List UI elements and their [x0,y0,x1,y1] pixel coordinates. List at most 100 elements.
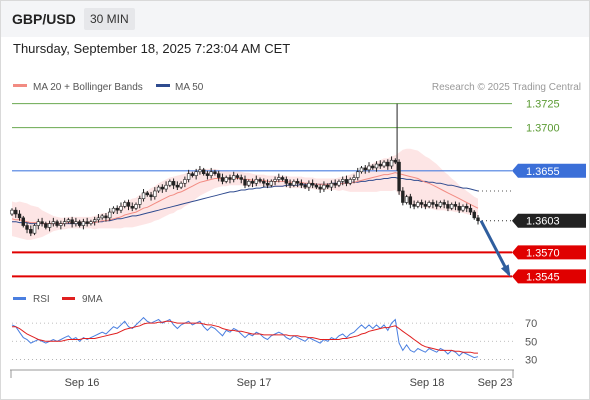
x-tick-label: Sep 16 [65,377,100,389]
candle [190,171,195,178]
candle-body [348,179,352,184]
candle [224,175,228,184]
candle [81,218,86,230]
candle [243,175,247,189]
candle-body [228,177,232,180]
candle-body [299,182,304,186]
candle [472,210,476,220]
timeframe-button[interactable]: 30 MIN [84,8,135,30]
candle [348,177,352,186]
candle-body [344,179,349,184]
candle-body [21,217,25,226]
candle-body [190,173,195,176]
candle [32,223,37,236]
candle-body [412,204,416,207]
forecast-arrow [479,220,511,278]
x-tick-label: Sep 23 [478,377,513,389]
candle-body [194,171,198,176]
candle [74,217,78,227]
candle [258,177,262,184]
candle [194,168,198,180]
candle [404,194,409,205]
candle [149,191,153,201]
candle [431,199,435,209]
candle [130,202,134,212]
candle [277,173,281,183]
candle [382,160,386,168]
candle [284,176,289,188]
candle-body [149,194,153,198]
candle [453,201,458,211]
rsi-tick-label: 30 [525,354,537,366]
candle [179,181,183,190]
candle [186,169,191,183]
candle-body [164,184,168,190]
candle [386,159,390,170]
rsi-tick-label: 50 [525,336,537,348]
candle-body [449,204,454,209]
candle [138,195,142,209]
candle [356,167,360,181]
candle-body [123,202,127,207]
ma9-legend-swatch [62,297,75,300]
candle-body [382,161,386,167]
candle [262,178,266,188]
candle-body [153,190,157,198]
rsi-legend: RSI 9MA [13,294,103,305]
candle [292,179,296,188]
candle-body [352,177,356,180]
candle [10,208,14,216]
candle-body [247,181,251,186]
candle-body [156,186,161,192]
candle [295,178,300,188]
candle [427,200,431,209]
candle-body [367,165,371,171]
candle [378,160,382,169]
rsi-legend-swatch [13,297,26,300]
candle [389,156,394,169]
candle-body [386,161,390,167]
candle [374,161,379,172]
level-tag [512,245,586,260]
candle-body [442,202,446,205]
candle [322,181,326,192]
candle [457,202,461,214]
candle [235,173,240,180]
rsi-tick-label: 70 [525,318,537,330]
candle-body [374,163,379,169]
candle-body [171,181,176,186]
candle-body [277,177,281,180]
candle-body [175,184,180,188]
candle [108,208,112,221]
candle-body [314,184,319,188]
candle [333,179,337,189]
candle-body [96,217,101,221]
candle [62,217,67,227]
candle [40,217,44,227]
x-tick-label: Sep 18 [410,377,445,389]
candle-body [288,182,292,186]
ma9-legend-label: 9MA [82,294,103,305]
candle [299,179,304,189]
candle-body [235,175,240,178]
candle-body [179,182,183,188]
x-tick-label: Sep 17 [237,377,272,389]
candle [29,225,33,237]
candle [119,202,123,214]
forecast-arrow-head [500,264,511,278]
candle-body [14,209,18,215]
candle [423,200,428,210]
main-legend: MA 20 + Bollinger Bands MA 50 Research ©… [13,82,581,93]
candle [123,200,127,209]
candle [461,204,465,213]
candle-body [453,204,458,207]
candle [254,175,258,187]
candle-body [341,179,345,182]
candle [55,219,59,228]
candle-body [66,219,71,222]
candle [363,165,367,174]
candle-body [138,198,142,205]
candle [446,200,450,212]
candle-body [465,206,469,209]
candle [89,219,93,226]
